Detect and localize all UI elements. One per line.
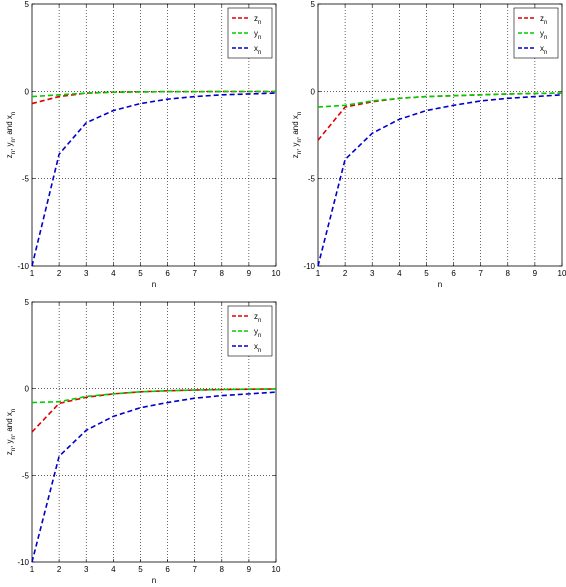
x-tick-label: 6 xyxy=(451,269,456,278)
series-line-xn xyxy=(31,391,277,563)
legend-label: zn xyxy=(254,14,261,26)
y-tick-label: 5 xyxy=(25,0,30,9)
y-axis-label: zn, yn, and xn xyxy=(5,112,17,159)
x-tick-label: 8 xyxy=(506,269,511,278)
legend-label: yn xyxy=(254,29,261,41)
x-tick-label: 5 xyxy=(138,269,143,278)
x-tick-label: 9 xyxy=(247,565,252,574)
x-tick-label: 4 xyxy=(111,565,116,574)
y-tick-label: 5 xyxy=(25,298,30,307)
axes-frame xyxy=(31,301,277,563)
x-tick-label: 1 xyxy=(30,565,35,574)
y-axis-label: zn, yn, and xn xyxy=(5,409,17,456)
y-tick-label: 0 xyxy=(25,385,30,394)
legend: zn yn xn xyxy=(513,7,559,59)
x-tick-label: 10 xyxy=(272,565,281,574)
x-axis-label: n xyxy=(152,576,156,585)
series-line-yn xyxy=(31,388,277,404)
x-tick-label: 5 xyxy=(424,269,429,278)
legend-label: yn xyxy=(254,327,261,339)
legend-label: zn xyxy=(540,14,547,26)
legend-label: xn xyxy=(254,342,261,354)
y-tick-label: 5 xyxy=(311,0,316,9)
x-tick-label: 4 xyxy=(111,269,116,278)
x-tick-label: 1 xyxy=(30,269,35,278)
series-line-xn xyxy=(317,94,563,267)
x-tick-label: 6 xyxy=(165,269,170,278)
x-tick-label: 3 xyxy=(84,565,89,574)
y-tick-label: 0 xyxy=(25,87,30,96)
x-tick-label: 6 xyxy=(165,565,170,574)
x-tick-label: 8 xyxy=(220,269,225,278)
x-tick-label: 2 xyxy=(57,269,62,278)
legend: zn yn xn xyxy=(227,7,273,59)
y-tick-label: -10 xyxy=(17,262,29,271)
x-tick-label: 10 xyxy=(558,269,566,278)
x-axis-label: n xyxy=(438,280,442,289)
x-tick-label: 3 xyxy=(84,269,89,278)
axes-frame xyxy=(317,3,563,267)
y-tick-label: 0 xyxy=(311,87,316,96)
x-tick-label: 2 xyxy=(343,269,348,278)
series-line-yn xyxy=(31,90,276,98)
y-tick-label: -5 xyxy=(22,471,30,480)
legend-label: xn xyxy=(540,44,547,56)
x-axis-label: n xyxy=(152,280,156,289)
series-line-yn xyxy=(317,92,563,108)
axes-frame xyxy=(31,3,277,267)
y-tick-label: -10 xyxy=(17,558,29,567)
x-tick-label: 8 xyxy=(220,565,225,574)
legend-box xyxy=(227,7,273,59)
x-tick-label: 3 xyxy=(370,269,375,278)
x-tick-label: 7 xyxy=(192,565,197,574)
legend-label: zn xyxy=(254,312,261,324)
series-line-xn xyxy=(31,92,277,267)
y-tick-label: -5 xyxy=(308,175,316,184)
x-tick-label: 9 xyxy=(247,269,252,278)
x-tick-label: 10 xyxy=(272,269,281,278)
x-tick-label: 2 xyxy=(57,565,62,574)
x-tick-label: 4 xyxy=(397,269,402,278)
y-tick-label: -5 xyxy=(22,175,30,184)
x-tick-label: 1 xyxy=(316,269,321,278)
legend: zn yn xn xyxy=(227,305,273,357)
y-tick-label: -10 xyxy=(303,262,315,271)
legend-label: yn xyxy=(540,29,547,41)
x-tick-label: 9 xyxy=(533,269,538,278)
x-tick-label: 7 xyxy=(192,269,197,278)
legend-label: xn xyxy=(254,44,261,56)
y-axis-label: zn, yn, and xn xyxy=(291,112,303,159)
x-tick-label: 7 xyxy=(478,269,483,278)
x-tick-label: 5 xyxy=(138,565,143,574)
